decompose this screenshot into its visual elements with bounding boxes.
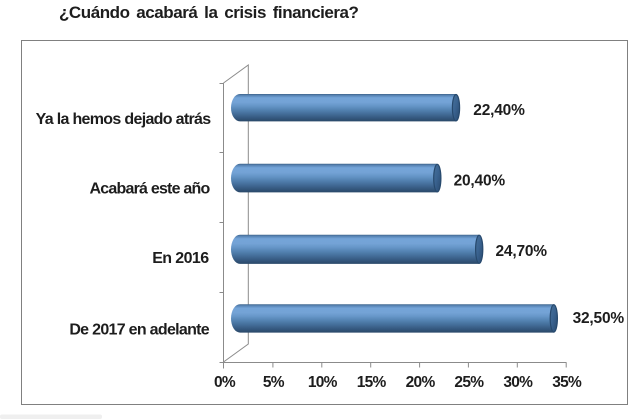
svg-text:En 2016: En 2016 (152, 250, 209, 267)
svg-text:15%: 15% (357, 374, 387, 391)
svg-text:25%: 25% (454, 374, 484, 391)
svg-text:20,40%: 20,40% (454, 172, 506, 189)
svg-text:35%: 35% (552, 374, 582, 391)
svg-text:5%: 5% (263, 374, 285, 391)
svg-text:20%: 20% (406, 374, 436, 391)
svg-text:32,50%: 32,50% (573, 310, 625, 327)
svg-text:¿Cuándo acabará la crisis fina: ¿Cuándo acabará la crisis financiera? (59, 3, 359, 22)
svg-text:Acabará este año: Acabará este año (89, 181, 210, 198)
svg-text:0%: 0% (214, 374, 236, 391)
svg-text:10%: 10% (308, 374, 338, 391)
svg-text:30%: 30% (503, 374, 533, 391)
svg-text:De 2017 en adelante: De 2017 en adelante (69, 322, 209, 339)
svg-text:24,70%: 24,70% (496, 243, 548, 260)
svg-text:22,40%: 22,40% (473, 102, 525, 119)
svg-text:Ya la hemos dejado atrás: Ya la hemos dejado atrás (36, 111, 212, 128)
